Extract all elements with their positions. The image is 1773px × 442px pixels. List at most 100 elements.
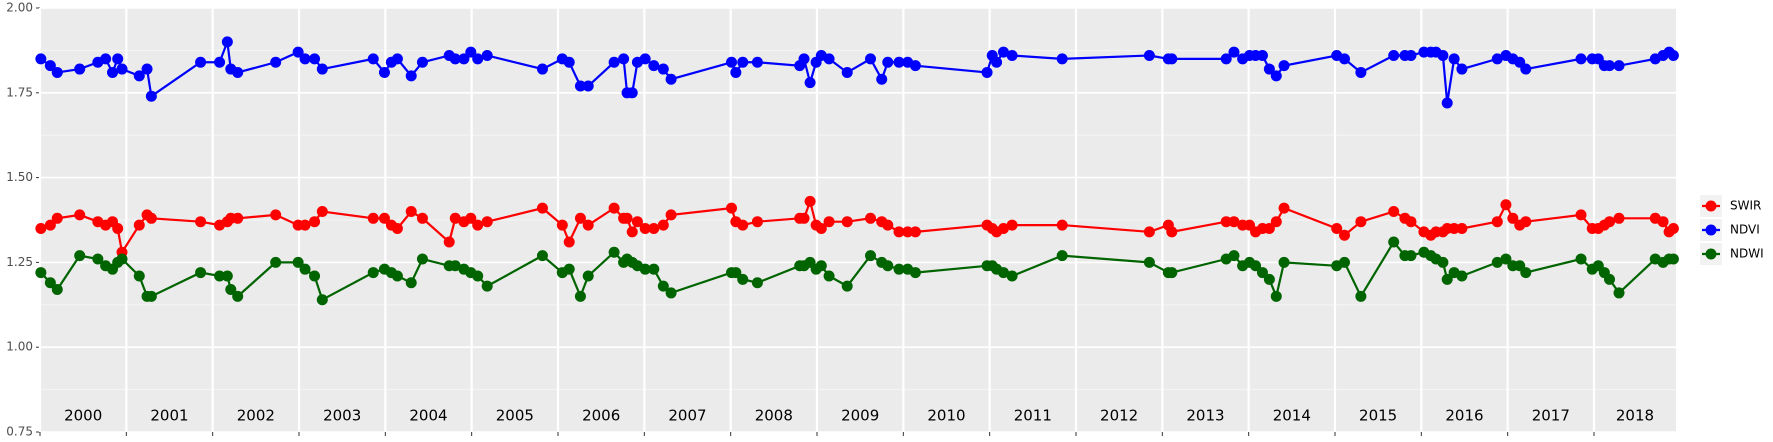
point	[648, 60, 660, 72]
point	[815, 222, 827, 234]
point	[1575, 253, 1587, 265]
point	[1437, 49, 1449, 61]
point	[292, 46, 304, 58]
point	[1143, 49, 1155, 61]
point	[449, 260, 461, 272]
point	[378, 212, 390, 224]
point	[1166, 53, 1178, 65]
year-label: 2018	[1616, 407, 1654, 425]
point	[1657, 216, 1669, 228]
point	[51, 66, 63, 78]
point	[367, 53, 379, 65]
point	[1006, 49, 1018, 61]
point	[133, 219, 145, 231]
point	[232, 66, 244, 78]
point	[472, 219, 484, 231]
point	[1166, 226, 1178, 238]
point	[1056, 219, 1068, 231]
point	[1456, 63, 1468, 75]
year-label: 2004	[409, 407, 447, 425]
point	[639, 222, 651, 234]
year-label: 2007	[668, 407, 706, 425]
year-label: 2009	[841, 407, 879, 425]
point	[112, 53, 124, 65]
point	[657, 280, 669, 292]
point	[657, 219, 669, 231]
point	[865, 53, 877, 65]
point	[367, 267, 379, 279]
point	[1441, 97, 1453, 109]
point	[195, 56, 207, 68]
point	[112, 222, 124, 234]
point	[145, 90, 157, 102]
point	[1520, 216, 1532, 228]
point	[798, 53, 810, 65]
year-label: 2000	[64, 407, 102, 425]
point	[44, 219, 56, 231]
point	[416, 212, 428, 224]
point	[1520, 63, 1532, 75]
point	[1278, 60, 1290, 72]
point	[751, 56, 763, 68]
point	[299, 219, 311, 231]
point	[737, 56, 749, 68]
point	[1604, 273, 1616, 285]
point	[107, 66, 119, 78]
point	[1278, 256, 1290, 268]
point	[443, 236, 455, 248]
point	[751, 216, 763, 228]
point	[1491, 216, 1503, 228]
point	[997, 46, 1009, 58]
point	[876, 73, 888, 85]
point	[981, 66, 993, 78]
y-tick-label: 1.00	[6, 340, 33, 354]
year-label: 2010	[927, 407, 965, 425]
point	[841, 66, 853, 78]
point	[893, 226, 905, 238]
point	[1667, 222, 1679, 234]
point	[1166, 267, 1178, 279]
point	[1456, 270, 1468, 282]
point	[1250, 260, 1262, 272]
point	[1338, 53, 1350, 65]
point	[481, 216, 493, 228]
point	[1263, 273, 1275, 285]
point	[751, 277, 763, 289]
point	[563, 56, 575, 68]
point	[841, 216, 853, 228]
point	[997, 267, 1009, 279]
point	[449, 53, 461, 65]
point	[893, 56, 905, 68]
point	[726, 56, 738, 68]
point	[1448, 222, 1460, 234]
point	[1388, 236, 1400, 248]
point	[536, 63, 548, 75]
point	[116, 253, 128, 265]
point	[472, 53, 484, 65]
point	[1355, 290, 1367, 302]
point	[1263, 63, 1275, 75]
point	[1256, 267, 1268, 279]
point	[1338, 229, 1350, 241]
year-label: 2015	[1359, 407, 1397, 425]
point	[665, 73, 677, 85]
point	[1355, 216, 1367, 228]
point	[1575, 209, 1587, 221]
point	[893, 263, 905, 275]
point	[909, 226, 921, 238]
point	[815, 260, 827, 272]
point	[1667, 49, 1679, 61]
point	[44, 277, 56, 289]
point	[449, 212, 461, 224]
point	[133, 270, 145, 282]
point	[1520, 267, 1532, 279]
y-tick-label: 2.00	[6, 1, 33, 15]
legend-point	[1705, 224, 1717, 236]
point	[481, 280, 493, 292]
point	[316, 63, 328, 75]
point	[909, 267, 921, 279]
point	[582, 270, 594, 282]
point	[909, 60, 921, 72]
point	[1056, 53, 1068, 65]
point	[865, 250, 877, 262]
